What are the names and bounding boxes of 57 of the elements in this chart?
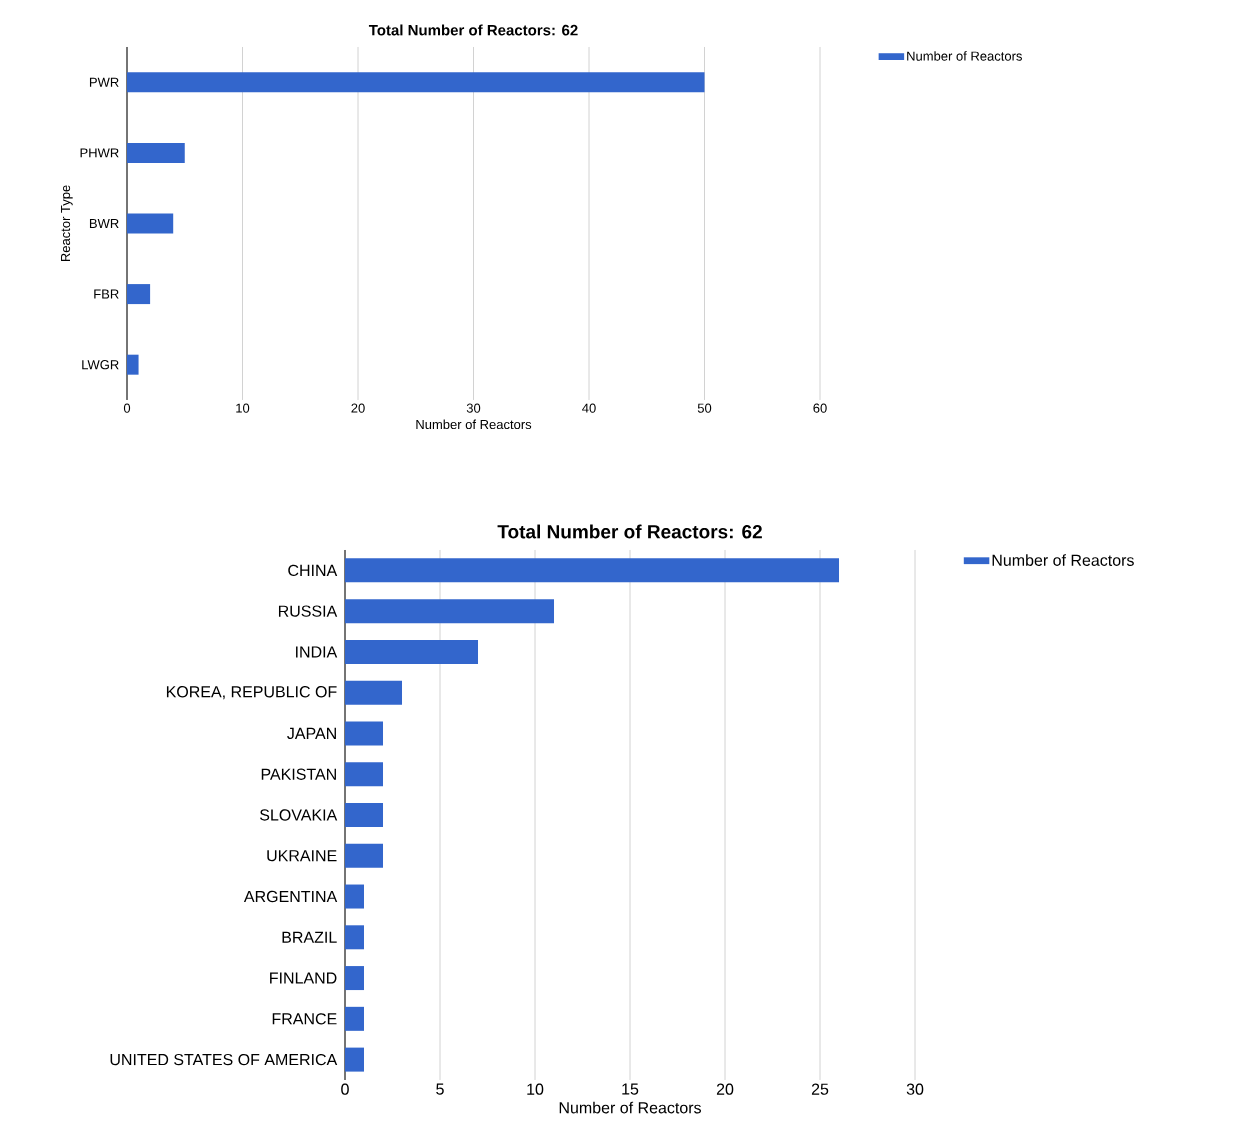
bar — [345, 884, 365, 909]
x-tick-label: 10 — [236, 403, 250, 413]
bar — [345, 966, 365, 991]
bar — [345, 802, 384, 827]
bar — [345, 1006, 365, 1031]
y-tick-label: PWR — [89, 77, 119, 87]
x-axis-title: Number of Reactors — [559, 1101, 701, 1114]
y-tick-label: UKRAINE — [267, 850, 337, 862]
x-tick-label: 5 — [436, 1083, 444, 1095]
x-tick-label: 0 — [123, 403, 131, 413]
y-tick-label: CHINA — [288, 564, 338, 577]
bar — [345, 1047, 365, 1072]
bar — [127, 213, 174, 234]
y-tick-label: LWGR — [82, 360, 119, 370]
legend-label: Number of Reactors — [907, 51, 1022, 61]
chart-title: Total Number of Reactors: 62 — [368, 24, 578, 36]
bar — [345, 925, 365, 950]
y-tick-label: KOREA, REPUBLIC OF — [166, 686, 337, 700]
y-tick-label: FBR — [94, 289, 119, 299]
x-tick-label: 30 — [466, 403, 481, 413]
y-tick-label: FINLAND — [270, 972, 337, 984]
legend-label: Number of Reactors — [992, 554, 1134, 566]
bar — [345, 762, 384, 787]
y-tick-label: PAKISTAN — [261, 768, 336, 780]
x-tick-label: 25 — [811, 1083, 829, 1095]
x-tick-label: 20 — [716, 1083, 734, 1095]
x-tick-label: 20 — [351, 403, 365, 413]
y-tick-label: RUSSIA — [278, 605, 338, 617]
y-tick-label: SLOVAKIA — [260, 809, 338, 821]
x-tick-label: 60 — [813, 403, 827, 413]
bar — [127, 284, 151, 305]
bar — [127, 72, 705, 93]
y-tick-label: ARGENTINA — [243, 890, 338, 903]
y-tick-label: UNITED STATES OF AMERICA — [110, 1053, 338, 1066]
x-tick-label: 15 — [622, 1083, 639, 1095]
bar — [345, 558, 840, 583]
chart-title: Total Number of Reactors: 62 — [497, 524, 762, 539]
y-tick-label: PHWR — [80, 148, 119, 158]
bar — [345, 721, 384, 746]
y-tick-label: INDIA — [296, 646, 338, 658]
bar — [345, 843, 384, 868]
x-tick-label: 50 — [697, 403, 712, 413]
y-tick-label: JAPAN — [287, 727, 336, 740]
bar — [345, 680, 403, 705]
y-tick-label: BWR — [89, 219, 119, 228]
y-axis-title: Reactor Type — [61, 185, 73, 262]
x-tick-label: 0 — [341, 1083, 349, 1095]
bar — [345, 599, 555, 624]
y-tick-label: BRAZIL — [282, 931, 337, 943]
bar — [127, 354, 139, 375]
y-tick-label: FRANCE — [272, 1013, 337, 1025]
bar — [345, 639, 479, 664]
x-tick-label: 10 — [527, 1083, 544, 1095]
x-tick-label: 40 — [582, 403, 596, 413]
x-axis-title: Number of Reactors — [416, 419, 532, 430]
bar — [127, 142, 185, 163]
x-tick-label: 30 — [906, 1083, 924, 1095]
